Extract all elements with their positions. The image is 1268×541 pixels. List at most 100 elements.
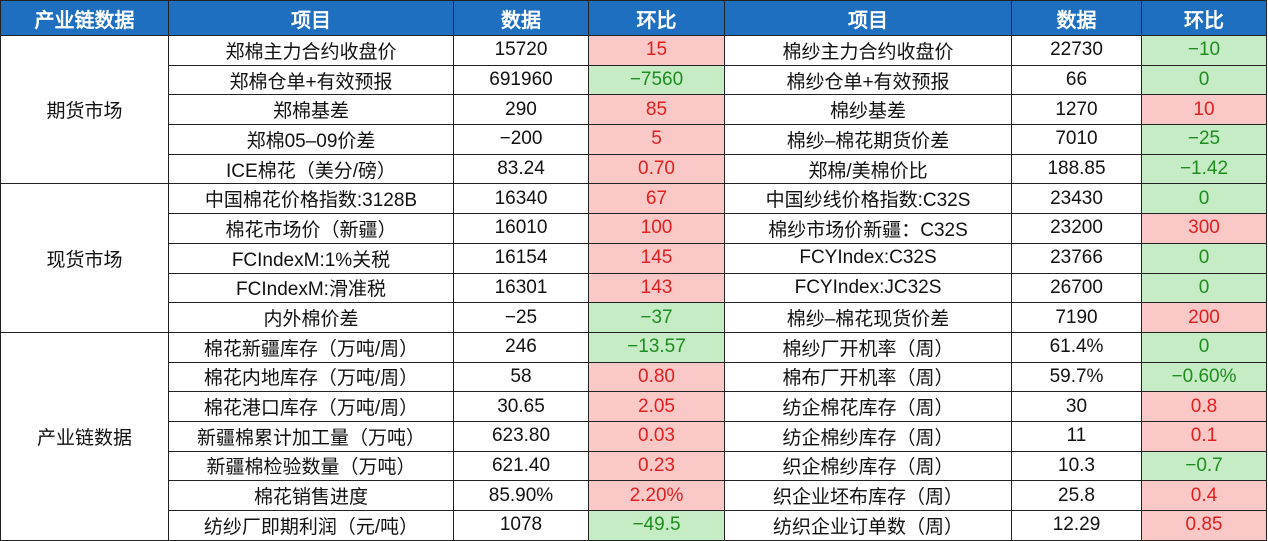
- header-data-left: 数据: [453, 0, 589, 36]
- change-left-cell: 0.03: [588, 420, 725, 452]
- change-right-cell: 0: [1141, 331, 1267, 363]
- item-left-cell: 棉花新疆库存（万吨/周）: [168, 331, 454, 363]
- data-right-cell: 7190: [1011, 302, 1142, 333]
- item-left-cell: 棉花港口库存（万吨/周）: [168, 391, 454, 422]
- change-left-cell: 2.05: [588, 391, 725, 422]
- data-right-cell: 59.7%: [1011, 361, 1142, 393]
- header-data-right: 数据: [1011, 0, 1142, 36]
- item-right-cell: 棉纱–棉花期货价差: [724, 124, 1012, 155]
- data-left-cell: 30.65: [453, 391, 589, 422]
- table-row: 现货市场 中国棉花价格指数:3128B 16340 67 中国纱线价格指数:C32S 23…: [0, 183, 1267, 333]
- item-right-cell: FCYIndex:JC32S: [724, 272, 1012, 304]
- data-right-cell: 7010: [1011, 124, 1142, 155]
- item-left-cell: ICE棉花（美分/磅）: [168, 153, 454, 185]
- change-right-cell: −0.60%: [1141, 361, 1267, 393]
- item-left-cell: 新疆棉累计加工量（万吨）: [168, 420, 454, 452]
- data-right-cell: 23200: [1011, 213, 1142, 244]
- change-right-cell: 300: [1141, 213, 1267, 244]
- change-left-cell: −7560: [588, 64, 725, 96]
- header-change-left: 环比: [588, 0, 725, 36]
- data-left-cell: 621.40: [453, 450, 589, 482]
- data-right-cell: 1270: [1011, 94, 1142, 126]
- change-left-cell: 143: [588, 272, 725, 304]
- change-left-cell: 145: [588, 242, 725, 274]
- change-right-cell: −10: [1141, 35, 1267, 66]
- header-change-right: 环比: [1141, 0, 1267, 36]
- item-right-cell: 棉纱仓单+有效预报: [724, 64, 1012, 96]
- item-right-cell: 织企棉纱库存（周）: [724, 450, 1012, 482]
- table-row: 新疆棉检验数量（万吨） 621.40 0.23 织企棉纱库存（周） 10.3 −0.7: [1, 450, 1267, 482]
- data-right-cell: 61.4%: [1011, 331, 1142, 363]
- data-left-cell: 246: [453, 331, 589, 363]
- change-right-cell: 0: [1141, 272, 1267, 304]
- item-left-cell: 郑棉仓单+有效预报: [168, 64, 454, 96]
- data-left-cell: 16154: [453, 242, 589, 274]
- item-left-cell: 郑棉05–09价差: [168, 124, 454, 155]
- change-right-cell: 0.4: [1141, 480, 1267, 511]
- table-row: ICE棉花（美分/磅） 83.24 0.70 郑棉/美棉价比 188.85 −1.42: [1, 153, 1267, 185]
- section-label: 现货市场: [0, 183, 169, 333]
- item-right-cell: 纺企棉纱库存（周）: [724, 420, 1012, 452]
- table-row: 棉花市场价（新疆） 16010 100 棉纱市场价新疆：C32S 23200 300: [1, 213, 1267, 244]
- data-left-cell: 83.24: [453, 153, 589, 185]
- item-right-cell: 棉纱–棉花现货价差: [724, 302, 1012, 333]
- change-right-cell: 200: [1141, 302, 1267, 333]
- item-right-cell: 织企业坯布库存（周）: [724, 480, 1012, 511]
- change-right-cell: 0: [1141, 183, 1267, 215]
- header-item-right: 项目: [724, 0, 1012, 36]
- change-left-cell: −13.57: [588, 331, 725, 363]
- item-left-cell: FCIndexM:1%关税: [168, 242, 454, 274]
- section-label: 产业链数据: [0, 331, 169, 541]
- change-right-cell: −0.7: [1141, 450, 1267, 482]
- item-right-cell: 棉纱主力合约收盘价: [724, 35, 1012, 66]
- item-right-cell: 纺企棉花库存（周）: [724, 391, 1012, 422]
- data-left-cell: −200: [453, 124, 589, 155]
- item-left-cell: 新疆棉检验数量（万吨）: [168, 450, 454, 482]
- data-right-cell: 12.29: [1011, 510, 1142, 541]
- data-right-cell: 22730: [1011, 35, 1142, 66]
- table-row: 产业链数据 棉花新疆库存（万吨/周） 246 −13.57 棉纱厂开机率（周） 61.4%…: [0, 331, 1267, 541]
- change-right-cell: 10: [1141, 94, 1267, 126]
- table-row: 纺纱厂即期利润（元/吨） 1078 −49.5 纺织企业订单数（周） 12.29 0.85: [1, 510, 1267, 541]
- data-right-cell: 26700: [1011, 272, 1142, 304]
- data-left-cell: 691960: [453, 64, 589, 96]
- change-right-cell: −25: [1141, 124, 1267, 155]
- item-right-cell: 棉纱基差: [724, 94, 1012, 126]
- change-left-cell: 0.70: [588, 153, 725, 185]
- data-left-cell: 15720: [453, 35, 589, 66]
- change-left-cell: 100: [588, 213, 725, 244]
- change-right-cell: 0: [1141, 242, 1267, 274]
- item-left-cell: 郑棉主力合约收盘价: [168, 35, 454, 66]
- data-left-cell: 16340: [453, 183, 589, 215]
- item-left-cell: 棉花市场价（新疆）: [168, 213, 454, 244]
- change-right-cell: 0: [1141, 64, 1267, 96]
- table-row: 期货市场 郑棉主力合约收盘价 15720 15 棉纱主力合约收盘价 22730 −10: [0, 34, 1267, 185]
- item-right-cell: 纺织企业订单数（周）: [724, 510, 1012, 541]
- data-right-cell: 11: [1011, 420, 1142, 452]
- table-row: 内外棉价差 −25 −37 棉纱–棉花现货价差 7190 200: [1, 302, 1267, 333]
- table-row: FCIndexM:1%关税 16154 145 FCYIndex:C32S 23766 0: [1, 242, 1267, 274]
- data-left-cell: 1078: [453, 510, 589, 541]
- item-right-cell: 棉纱市场价新疆：C32S: [724, 213, 1012, 244]
- table-row: 棉花港口库存（万吨/周） 30.65 2.05 纺企棉花库存（周） 30 0.8: [1, 391, 1267, 422]
- change-left-cell: −37: [588, 302, 725, 333]
- section-label: 期货市场: [0, 34, 169, 185]
- data-left-cell: −25: [453, 302, 589, 333]
- header-row: 产业链数据 项目 数据 环比 项目 数据 环比: [0, 0, 1267, 36]
- data-left-cell: 290: [453, 94, 589, 126]
- item-right-cell: 郑棉/美棉价比: [724, 153, 1012, 185]
- item-left-cell: 郑棉基差: [168, 94, 454, 126]
- table-body: 期货市场 郑棉主力合约收盘价 15720 15 棉纱主力合约收盘价 22730 −10 郑棉仓…: [0, 34, 1267, 541]
- item-right-cell: 棉纱厂开机率（周）: [724, 331, 1012, 363]
- table-row: 郑棉05–09价差 −200 5 棉纱–棉花期货价差 7010 −25: [1, 124, 1267, 155]
- item-left-cell: FCIndexM:滑准税: [168, 272, 454, 304]
- data-right-cell: 25.8: [1011, 480, 1142, 511]
- change-left-cell: 67: [588, 183, 725, 215]
- data-left-cell: 16301: [453, 272, 589, 304]
- item-left-cell: 内外棉价差: [168, 302, 454, 333]
- data-left-cell: 623.80: [453, 420, 589, 452]
- change-right-cell: −1.42: [1141, 153, 1267, 185]
- data-right-cell: 23430: [1011, 183, 1142, 215]
- data-left-cell: 16010: [453, 213, 589, 244]
